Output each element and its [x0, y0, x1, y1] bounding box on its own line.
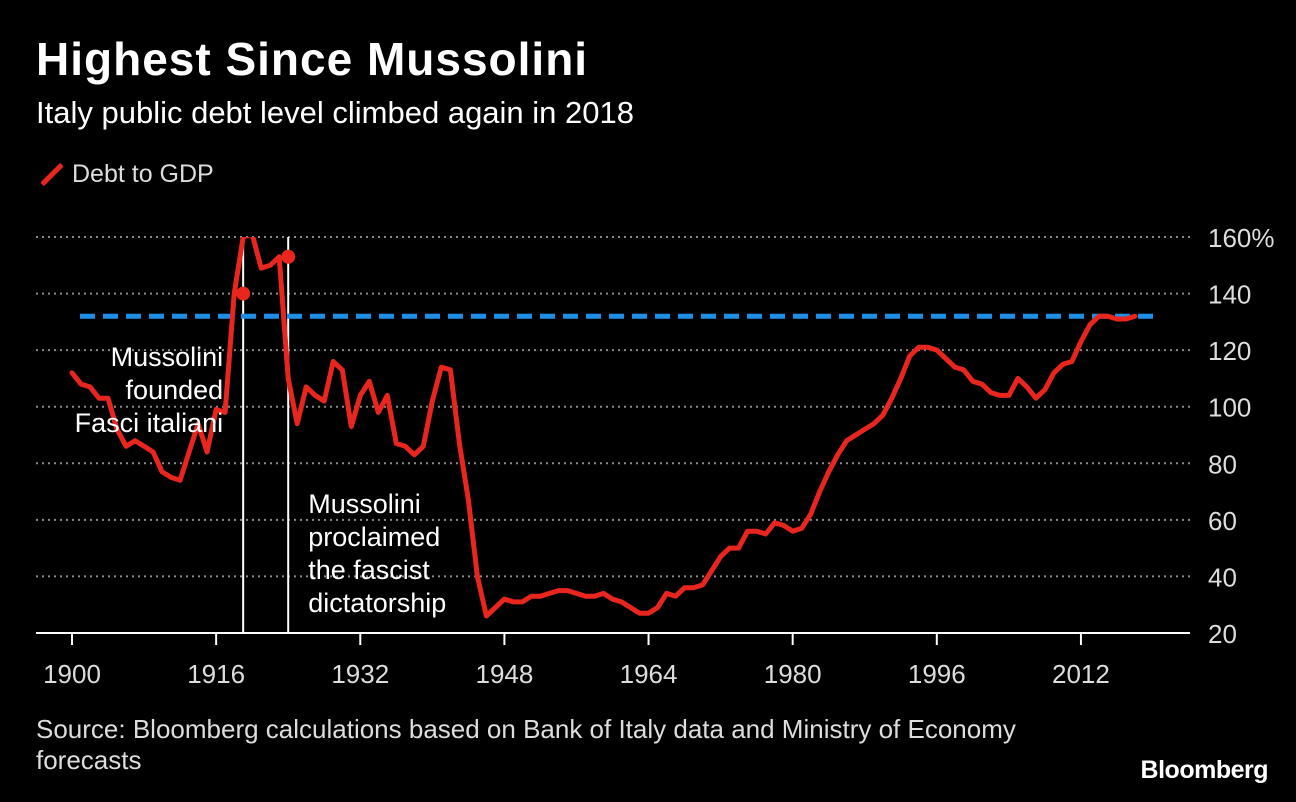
y-tick-label: 20 [1208, 619, 1237, 649]
y-tick-label: 80 [1208, 449, 1237, 479]
y-tick-label: 140 [1208, 280, 1251, 310]
y-tick-label: 120 [1208, 336, 1251, 366]
legend-label: Debt to GDP [72, 159, 214, 188]
chart-title: Highest Since Mussolini [36, 33, 589, 85]
y-tick-label: 40 [1208, 562, 1237, 592]
event-annotation-line: dictatorship [308, 588, 446, 618]
bloomberg-logo: Bloomberg [1140, 756, 1269, 784]
y-tick-label: 160% [1208, 223, 1275, 253]
event-marker [236, 286, 251, 301]
event-annotation-line: the fascist [308, 555, 430, 585]
x-tick-label: 1996 [908, 659, 966, 689]
legend: Debt to GDP [36, 156, 214, 192]
x-tick-label: 1916 [187, 659, 245, 689]
event-annotation-line: Mussolini [308, 489, 421, 519]
event-annotation-line: founded [126, 375, 224, 405]
x-tick-label: 1932 [331, 659, 389, 689]
y-tick-label: 100 [1208, 393, 1251, 423]
chart-subtitle: Italy public debt level climbed again in… [36, 95, 634, 130]
source-note: Source: Bloomberg calculations based on … [36, 714, 1016, 776]
event-annotation-line: proclaimed [308, 522, 440, 552]
x-tick-label: 1964 [620, 659, 678, 689]
series-line-debt-to-gdp [69, 237, 1138, 619]
event-annotation-line: Fasci italiani [75, 408, 224, 438]
event-annotation-line: Mussolini [111, 342, 224, 372]
x-tick-label: 1980 [764, 659, 822, 689]
x-tick-label: 1948 [475, 659, 533, 689]
y-tick-label: 60 [1208, 506, 1237, 536]
x-tick-label: 1900 [43, 659, 101, 689]
x-tick-label: 2012 [1052, 659, 1110, 689]
event-marker [281, 249, 296, 264]
